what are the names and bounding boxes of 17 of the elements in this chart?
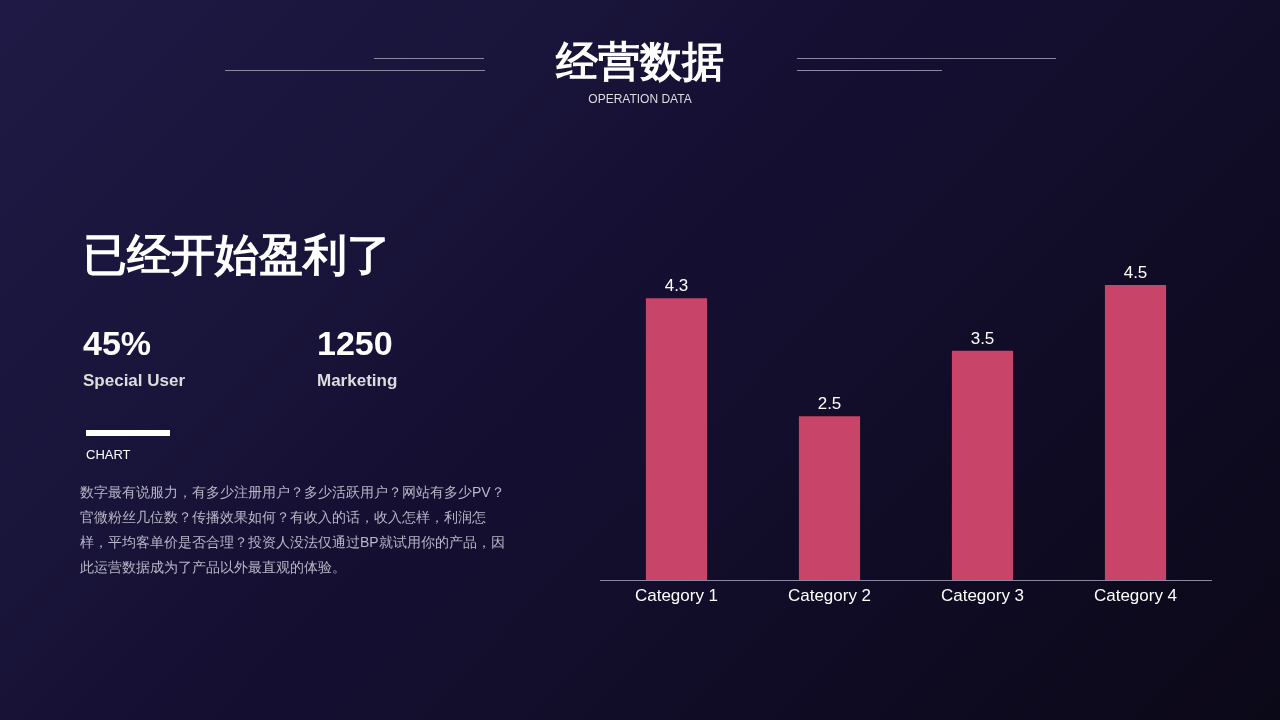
x-tick-label: Category 1 bbox=[634, 586, 719, 606]
data-label: 4.3 bbox=[664, 276, 689, 296]
x-tick-label: Category 2 bbox=[787, 586, 872, 606]
chart-subtitle: OPERATION DATA bbox=[587, 92, 693, 106]
x-tick-label: Category 4 bbox=[1093, 586, 1178, 606]
data-label: 3.5 bbox=[970, 328, 995, 348]
data-label: 2.5 bbox=[817, 394, 842, 414]
chart-title: 经营数据 bbox=[554, 37, 725, 87]
text: 1250 bbox=[317, 324, 393, 363]
text: 45% bbox=[83, 324, 152, 363]
text: 数字最有说服力，有多少注册用户？多少活跃用户？网站有多少PV？官微粉丝几位数？传播效果如何？有收入的话，收入怎样，利润怎样，平均客单价是否合理？投资人没法仅通过BP就试用你的产品，因此运营数据成为了产品以外最直观的体验。 bbox=[80, 483, 506, 577]
x-tick-label: Category 3 bbox=[940, 586, 1025, 606]
text: 已经开始盈利了 bbox=[83, 229, 391, 281]
text: CHART bbox=[86, 447, 131, 462]
data-label: 4.5 bbox=[1123, 263, 1148, 283]
text: Special User bbox=[83, 371, 186, 391]
text: Marketing bbox=[317, 371, 398, 391]
